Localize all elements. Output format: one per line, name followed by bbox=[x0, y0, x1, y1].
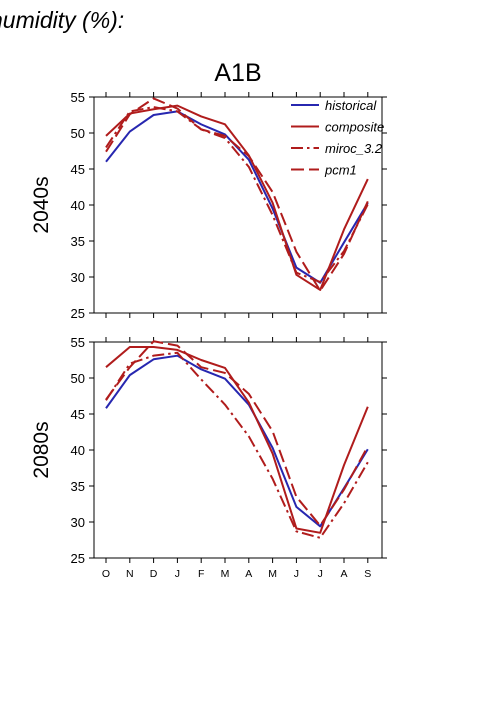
plot-frame bbox=[93, 341, 383, 559]
chart-legend: historical composite miroc_3.2 pcm1 bbox=[291, 98, 384, 178]
y-tick-label: 35 bbox=[71, 479, 85, 494]
y-tick-label: 45 bbox=[71, 407, 85, 422]
legend-label: composite bbox=[325, 120, 384, 135]
header-text: humidity (%): bbox=[0, 7, 124, 33]
x-tick-label: J bbox=[318, 568, 323, 580]
y-tick-label: 55 bbox=[71, 90, 85, 105]
y-tick-label: 25 bbox=[71, 551, 85, 566]
x-tick-label: S bbox=[364, 568, 371, 580]
y-tick-label: 55 bbox=[71, 335, 85, 350]
series-line-pcm1 bbox=[105, 340, 369, 527]
legend-label: historical bbox=[325, 98, 377, 113]
legend-label: pcm1 bbox=[324, 163, 357, 178]
x-tick-label: A bbox=[340, 568, 347, 580]
x-tick-label: N bbox=[126, 568, 134, 580]
x-tick-label: J bbox=[294, 568, 299, 580]
series-line-composite bbox=[105, 346, 369, 534]
x-tick-label: J bbox=[175, 568, 180, 580]
x-tick-label: O bbox=[102, 568, 110, 580]
panel-top: 25 30 35 40 45 50 55 bbox=[71, 90, 387, 321]
x-tick-label: A bbox=[245, 568, 252, 580]
chart-title: A1B bbox=[214, 59, 261, 87]
panel-bottom: 25 30 35 40 45 50 55 O N D J F M A M J J A S bbox=[71, 335, 387, 580]
y-tick-label: 30 bbox=[71, 515, 85, 530]
series-line-composite bbox=[105, 104, 369, 291]
y-tick-label: 45 bbox=[71, 162, 85, 177]
row-label-top: 2040s bbox=[30, 176, 53, 233]
y-tick-label: 30 bbox=[71, 270, 85, 285]
series-line-historical bbox=[105, 110, 369, 284]
y-tick-label: 40 bbox=[71, 198, 85, 213]
x-tick-label: F bbox=[198, 568, 204, 580]
row-label-bottom: 2080s bbox=[30, 421, 53, 478]
y-tick-label: 35 bbox=[71, 234, 85, 249]
y-tick-label: 50 bbox=[71, 371, 85, 386]
series-line-miroc-3-2 bbox=[105, 351, 369, 539]
series-line-miroc-3-2 bbox=[105, 106, 369, 284]
y-tick-label: 40 bbox=[71, 443, 85, 458]
legend-label: miroc_3.2 bbox=[325, 141, 383, 156]
series-line-pcm1 bbox=[105, 97, 369, 292]
series-line-historical bbox=[105, 354, 369, 528]
y-tick-label: 25 bbox=[71, 306, 85, 321]
x-tick-label: M bbox=[268, 568, 277, 580]
y-tick-label: 50 bbox=[71, 126, 85, 141]
x-tick-label: D bbox=[150, 568, 158, 580]
x-tick-label: M bbox=[221, 568, 230, 580]
chart-panels: 25 30 35 40 45 50 55 25 30 35 40 45 50 55 O N D J F M A M J J A S bbox=[71, 90, 387, 580]
